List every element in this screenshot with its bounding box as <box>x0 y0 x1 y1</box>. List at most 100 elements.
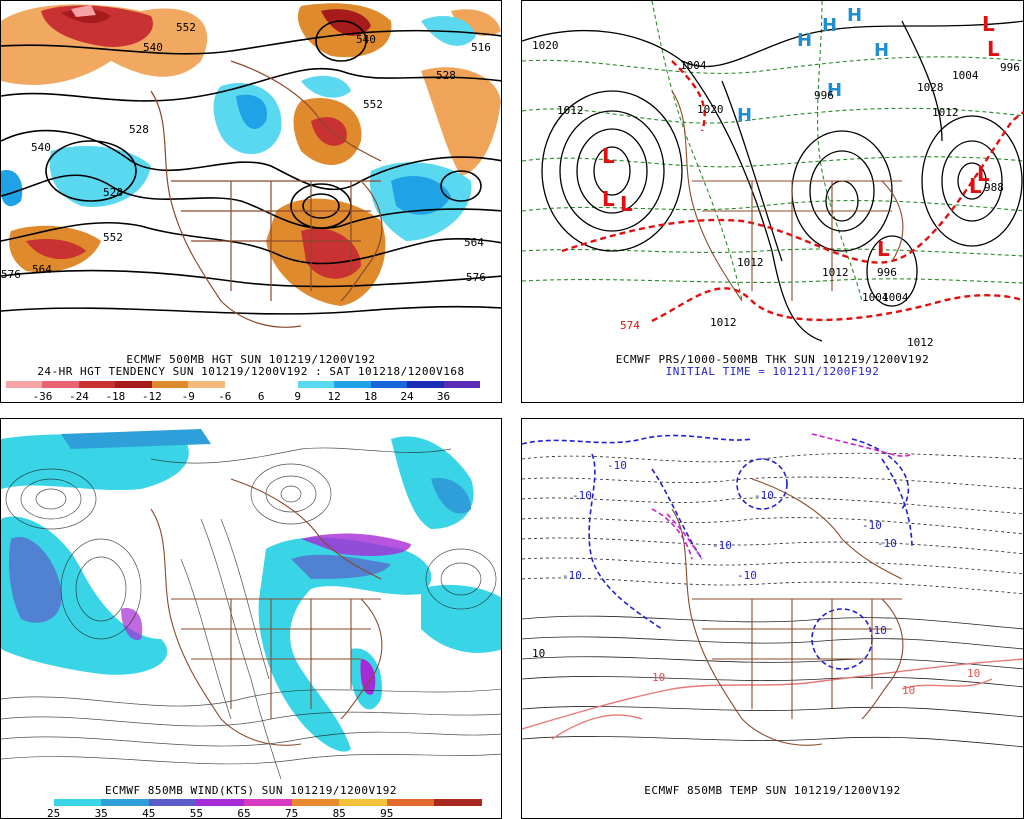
low-pressure-marker: L <box>602 187 615 211</box>
caption-line-2: 24-HR HGT TENDENCY SUN 101219/1200V192 :… <box>37 365 465 378</box>
scale-label: 95 <box>380 807 394 819</box>
temp-label: -10 <box>607 459 627 472</box>
contour-label: 540 <box>143 41 163 54</box>
caption-line-1: ECMWF 850MB TEMP SUN 101219/1200V192 <box>644 784 901 797</box>
low-pressure-marker: L <box>969 174 982 198</box>
low-pressure-marker: L <box>977 162 990 186</box>
scale-swatch <box>78 381 116 388</box>
isobar-label: 1004 <box>862 291 889 304</box>
scale-label: -12 <box>141 390 162 403</box>
scale-label: 55 <box>189 807 204 819</box>
contour-label: 576 <box>1 268 21 281</box>
scale-swatch <box>443 381 481 388</box>
panel-pressure-thickness: L L L L L L L L H H H H H H 1020 1012 10… <box>521 0 1024 403</box>
isobar-label: 996 <box>1000 61 1020 74</box>
temp-label: -10 <box>877 537 897 550</box>
isobar-label: 996 <box>814 89 834 102</box>
high-pressure-marker: H <box>827 80 842 101</box>
temp-label: 10 <box>902 684 915 697</box>
scale-swatch <box>188 381 225 388</box>
scale-label: 36 <box>436 390 451 403</box>
scale-swatch <box>151 381 189 388</box>
scale-label: 85 <box>332 807 346 819</box>
low-pressure-marker: L <box>620 192 633 216</box>
isobar-label: 988 <box>984 181 1004 194</box>
scale-swatch <box>243 799 292 806</box>
scale-swatch <box>261 381 298 388</box>
temp-label: 10 <box>652 671 665 684</box>
panel-850mb-temp: -10 -10 -10 -10 -10 -10 -10 -10 -10 10 1… <box>521 418 1024 819</box>
isobar-label: 1004 <box>680 59 707 72</box>
scale-swatch <box>339 799 387 806</box>
panel-500mb-height: 552 540 528 516 540 528 552 564 576 540 … <box>0 0 502 403</box>
map-850mb-wind <box>1 429 501 780</box>
scale-swatch <box>6 381 43 388</box>
contour-label: 528 <box>103 186 123 199</box>
isobar-label: 1012 <box>932 106 959 119</box>
scale-label: 45 <box>142 807 156 819</box>
scale-label: 65 <box>237 807 251 819</box>
scale-label: -18 <box>105 390 126 403</box>
scale-label: -24 <box>68 390 89 403</box>
scale-swatch <box>196 799 244 806</box>
map-850mb-temp: -10 -10 -10 -10 -10 -10 -10 -10 -10 10 1… <box>522 433 1023 748</box>
contour-label: 528 <box>436 69 456 82</box>
wind-scale-labels: 25 35 45 55 65 75 85 95 <box>6 807 482 819</box>
isobar-label: 1020 <box>532 39 559 52</box>
temp-label: -10 <box>754 489 774 502</box>
contour-label: 564 <box>464 236 484 249</box>
caption-line-1: ECMWF 500MB HGT SUN 101219/1200V192 <box>126 353 376 366</box>
isobar-label: 1012 <box>710 316 737 329</box>
contour-label: 576 <box>466 271 486 284</box>
scale-label: 25 <box>46 807 61 819</box>
high-pressure-marker: H <box>847 5 862 26</box>
scale-label: 18 <box>363 390 378 403</box>
contour-label: 552 <box>103 231 123 244</box>
low-pressure-marker: L <box>987 37 1000 61</box>
low-pressure-marker: L <box>602 144 615 168</box>
high-pressure-marker: H <box>874 40 889 61</box>
contour-label: 528 <box>129 123 149 136</box>
scale-label: 75 <box>284 807 299 819</box>
temp-label: -10 <box>712 539 732 552</box>
contour-label: 540 <box>356 33 376 46</box>
isobar-label: 1012 <box>557 104 584 117</box>
scale-label: -9 <box>181 390 195 403</box>
scale-label: 35 <box>94 807 108 819</box>
contour-label: 564 <box>32 263 52 276</box>
scale-swatch <box>370 381 408 388</box>
high-pressure-marker: H <box>822 15 837 36</box>
isobar-label: 1012 <box>737 256 764 269</box>
contour-label: 540 <box>31 141 51 154</box>
low-pressure-marker: L <box>982 12 995 36</box>
isobar-label: 1012 <box>907 336 934 349</box>
tendency-scale-labels: -36 -24 -18 -12 -9 -6 6 9 12 18 24 36 <box>6 390 480 402</box>
map-pressure: L L L L L L L L H H H H H H 1020 1012 10… <box>522 1 1023 349</box>
scale-swatch <box>434 799 482 806</box>
scale-swatch <box>101 799 149 806</box>
scale-label: 24 <box>400 390 414 403</box>
thickness-label: 574 <box>620 319 640 332</box>
scale-swatch <box>115 381 152 388</box>
contour-label: 552 <box>176 21 196 34</box>
scale-swatch <box>224 381 262 388</box>
temp-label: -10 <box>862 519 882 532</box>
tendency-color-scale <box>6 381 481 388</box>
temp-label: -10 <box>737 569 757 582</box>
scale-label: -36 <box>32 390 53 403</box>
temp-label: -10 <box>572 489 592 502</box>
scale-swatch <box>6 799 54 806</box>
isobar-label: 1020 <box>697 103 724 116</box>
scale-swatch <box>407 381 444 388</box>
scale-swatch <box>42 381 79 388</box>
high-pressure-marker: H <box>797 30 812 51</box>
map-500mb: 552 540 528 516 540 528 552 564 576 540 … <box>1 3 501 328</box>
scale-swatch <box>297 381 335 388</box>
isobar-label: 1012 <box>822 266 849 279</box>
scale-label: 9 <box>294 390 301 403</box>
temp-label: 10 <box>967 667 980 680</box>
contour-label: 516 <box>471 41 491 54</box>
low-pressure-marker: L <box>877 237 890 261</box>
scale-swatch <box>53 799 102 806</box>
isobar-label: 1028 <box>917 81 944 94</box>
